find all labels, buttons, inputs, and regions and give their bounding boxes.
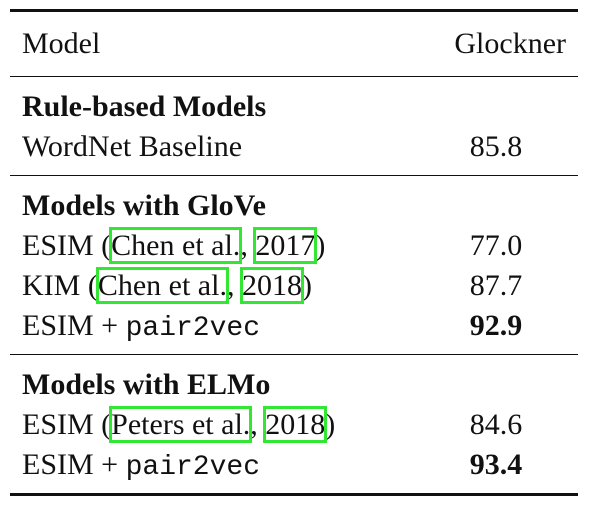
group-title-row: Models with GloVe bbox=[10, 186, 578, 226]
citation-link[interactable]: Chen et al. bbox=[109, 227, 243, 264]
model-cell: ESIM (Peters et al., 2018) bbox=[22, 405, 426, 445]
model-cell: KIM (Chen et al., 2018) bbox=[22, 266, 426, 306]
model-text: WordNet Baseline bbox=[22, 130, 243, 163]
group-title: Models with ELMo bbox=[22, 368, 271, 401]
citation-link[interactable]: Peters et al. bbox=[109, 406, 253, 443]
citation-link[interactable]: Chen et al. bbox=[95, 267, 229, 304]
table-row: ESIM + pair2vec 92.9 bbox=[10, 306, 578, 346]
table-row: KIM (Chen et al., 2018) 87.7 bbox=[10, 266, 578, 306]
header-model: Model bbox=[22, 27, 101, 60]
model-text: , bbox=[226, 269, 242, 302]
score-cell: 93.4 bbox=[469, 448, 523, 481]
model-text: ESIM ( bbox=[22, 408, 112, 441]
model-cell: ESIM + pair2vec bbox=[22, 445, 426, 485]
model-text: ESIM + bbox=[22, 448, 126, 481]
model-cell: ESIM + pair2vec bbox=[22, 306, 426, 346]
header-score: Glockner bbox=[454, 27, 566, 60]
group: Rule-based Models WordNet Baseline 85.8 bbox=[10, 77, 578, 176]
model-text: ) bbox=[301, 269, 312, 302]
table-row: ESIM (Peters et al., 2018) 84.6 bbox=[10, 405, 578, 445]
header-row: Model Glockner bbox=[10, 12, 578, 77]
model-text: KIM ( bbox=[22, 269, 98, 302]
score-cell: 87.7 bbox=[469, 269, 523, 302]
score-cell: 77.0 bbox=[469, 229, 523, 262]
score-cell: 85.8 bbox=[469, 130, 523, 163]
model-text: pair2vec bbox=[125, 313, 261, 344]
model-text: , bbox=[250, 408, 266, 441]
table-row: ESIM + pair2vec 93.4 bbox=[10, 445, 578, 485]
model-text: ) bbox=[315, 229, 326, 262]
table-row: WordNet Baseline 85.8 bbox=[10, 127, 578, 167]
score-cell: 92.9 bbox=[469, 309, 523, 342]
table-row: ESIM (Chen et al., 2017) 77.0 bbox=[10, 226, 578, 266]
group-title-row: Models with ELMo bbox=[10, 365, 578, 405]
group: Models with GloVe ESIM (Chen et al., 2017… bbox=[10, 176, 578, 355]
group-title: Models with GloVe bbox=[22, 189, 266, 222]
model-text: ESIM + bbox=[22, 309, 126, 342]
citation-link[interactable]: 2018 bbox=[239, 267, 304, 304]
model-cell: ESIM (Chen et al., 2017) bbox=[22, 226, 426, 266]
group-title-row: Rule-based Models bbox=[10, 87, 578, 127]
model-cell: WordNet Baseline bbox=[22, 127, 426, 167]
model-text: ESIM ( bbox=[22, 229, 112, 262]
score-cell: 84.6 bbox=[469, 408, 523, 441]
model-text: , bbox=[240, 229, 256, 262]
model-text: pair2vec bbox=[125, 452, 261, 483]
group-title: Rule-based Models bbox=[22, 90, 267, 123]
table: Model Glockner Rule-based Models WordNet … bbox=[10, 9, 578, 496]
model-text: ) bbox=[325, 408, 336, 441]
citation-link[interactable]: 2017 bbox=[253, 227, 318, 264]
citation-link[interactable]: 2018 bbox=[263, 406, 328, 443]
group: Models with ELMo ESIM (Peters et al., 201… bbox=[10, 355, 578, 493]
